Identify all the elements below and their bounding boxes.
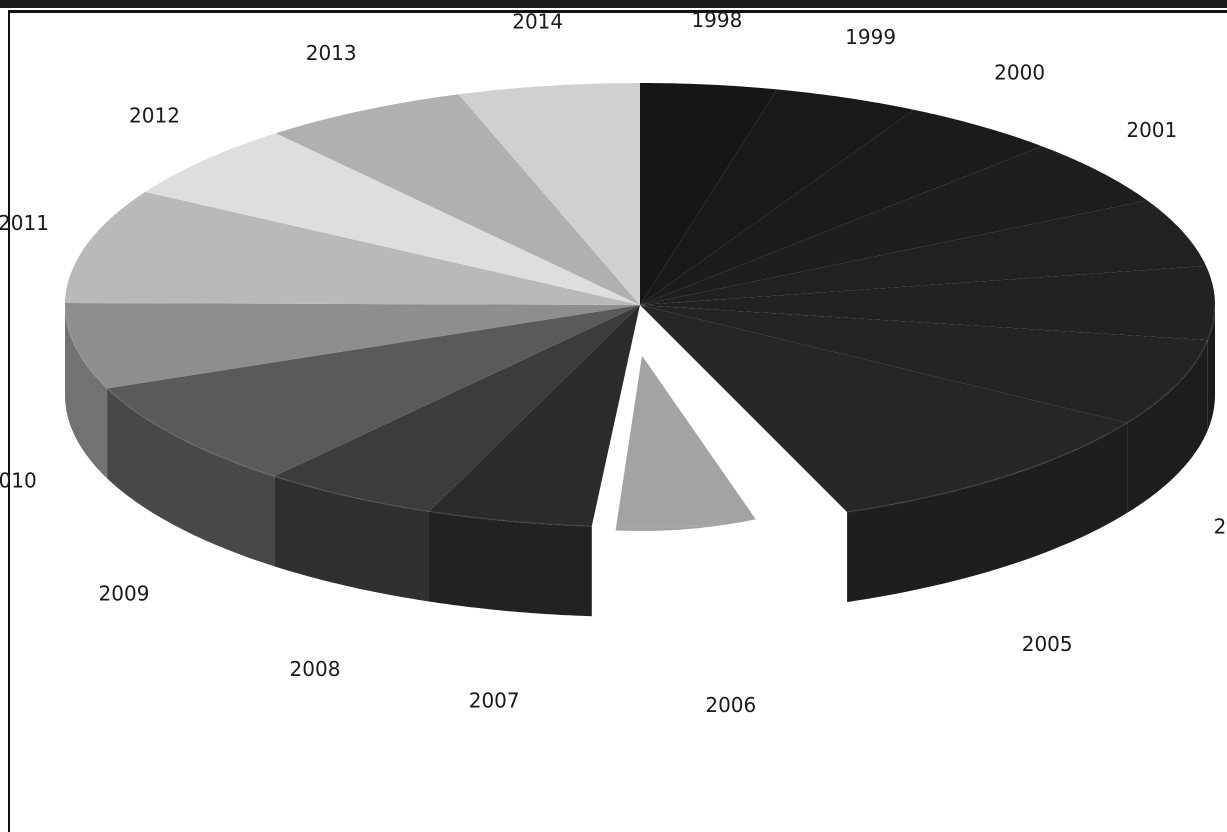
pie-slice-2011 (65, 191, 640, 305)
pie-slice-2014 (458, 83, 640, 305)
slice-label-2011: 2011 (0, 211, 49, 235)
slice-label-2008: 2008 (290, 657, 341, 681)
slice-label-2012: 2012 (129, 104, 180, 128)
pie-slice-2004 (640, 305, 1208, 423)
pie-slice-2000 (640, 109, 1042, 305)
slice-label-2005: 2005 (1022, 632, 1073, 656)
pie-slice-2009 (107, 305, 641, 477)
slice-label-2009: 2009 (99, 582, 150, 606)
pie-slice-1998 (640, 83, 778, 305)
pie-side-2003 (1207, 305, 1215, 431)
top-border (0, 0, 1227, 8)
pie-side-2004 (1127, 340, 1208, 513)
pie-slice-1999 (640, 89, 914, 306)
pie-slice-2013 (275, 94, 640, 305)
slice-label-2000: 2000 (994, 61, 1045, 85)
pie-side-2007 (429, 511, 592, 617)
pie-side-2009 (107, 388, 275, 567)
pie-slice-2003 (640, 265, 1215, 341)
slice-label-1998: 1998 (691, 8, 742, 32)
slice-label-1999: 1999 (845, 25, 896, 49)
pie-side-2005 (847, 422, 1128, 603)
pie-rim (64, 304, 1216, 529)
pie-slice-2012 (145, 133, 640, 305)
pie-slice-2007 (429, 305, 640, 527)
slice-label-2006: 2006 (705, 693, 756, 717)
slice-label-2004: 2004 (1214, 515, 1227, 539)
pie-slice-2001 (640, 146, 1148, 305)
pie-slice-2002 (640, 200, 1206, 305)
pie-slice-2010 (65, 303, 640, 389)
slice-label-2010: 2010 (0, 468, 37, 492)
pie-slice-2006 (613, 350, 760, 533)
pie-slice-2005 (640, 305, 1128, 513)
slice-label-2014: 2014 (512, 10, 563, 34)
slice-label-2013: 2013 (306, 41, 357, 65)
pie-side-2010 (65, 305, 108, 479)
pie-slice-2008 (274, 305, 640, 512)
pie-side-2008 (274, 476, 429, 602)
slice-label-2007: 2007 (469, 689, 520, 713)
slice-label-2001: 2001 (1126, 118, 1177, 142)
